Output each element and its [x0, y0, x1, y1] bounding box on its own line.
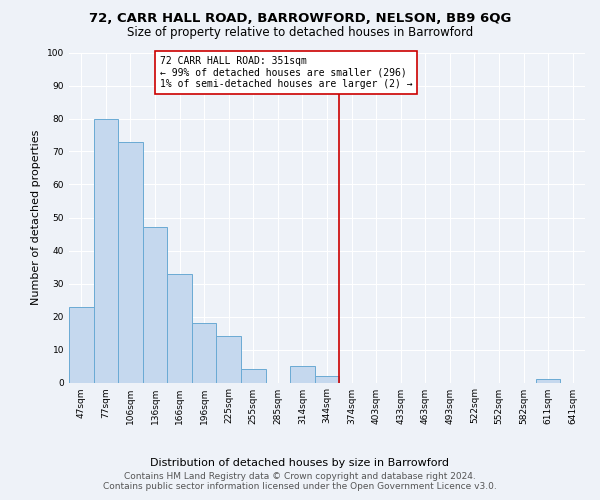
Bar — [94, 118, 118, 382]
Text: 72 CARR HALL ROAD: 351sqm
← 99% of detached houses are smaller (296)
1% of semi-: 72 CARR HALL ROAD: 351sqm ← 99% of detac… — [160, 56, 413, 89]
Bar — [118, 142, 143, 382]
Text: Contains HM Land Registry data © Crown copyright and database right 2024.
Contai: Contains HM Land Registry data © Crown c… — [103, 472, 497, 491]
Text: Size of property relative to detached houses in Barrowford: Size of property relative to detached ho… — [127, 26, 473, 39]
Bar — [536, 379, 560, 382]
Bar — [217, 336, 241, 382]
Text: 72, CARR HALL ROAD, BARROWFORD, NELSON, BB9 6QG: 72, CARR HALL ROAD, BARROWFORD, NELSON, … — [89, 12, 511, 26]
Bar — [315, 376, 339, 382]
Bar — [69, 306, 94, 382]
Bar — [192, 323, 217, 382]
Bar — [290, 366, 315, 382]
Bar — [241, 370, 266, 382]
Bar — [167, 274, 192, 382]
Bar — [143, 228, 167, 382]
Y-axis label: Number of detached properties: Number of detached properties — [31, 130, 41, 305]
Text: Distribution of detached houses by size in Barrowford: Distribution of detached houses by size … — [151, 458, 449, 468]
